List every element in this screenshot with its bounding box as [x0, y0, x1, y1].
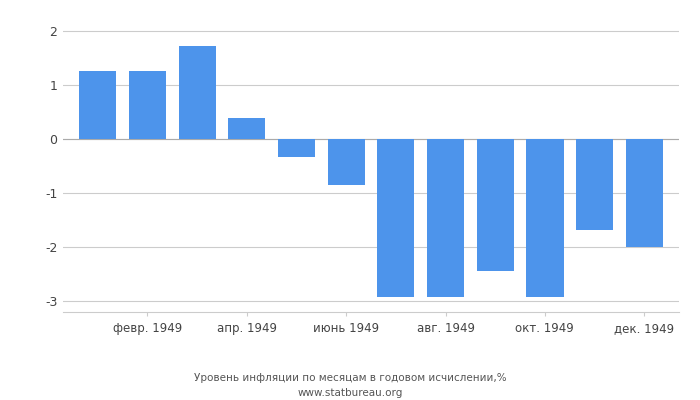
Bar — [328, 139, 365, 185]
Bar — [178, 46, 216, 139]
Text: Уровень инфляции по месяцам в годовом исчислении,%: Уровень инфляции по месяцам в годовом ис… — [194, 373, 506, 383]
Bar — [427, 139, 464, 298]
Bar — [377, 139, 414, 298]
Bar — [129, 71, 166, 139]
Bar — [79, 71, 116, 139]
Text: www.statbureau.org: www.statbureau.org — [298, 388, 402, 398]
Bar — [228, 118, 265, 139]
Bar — [278, 139, 315, 157]
Bar — [526, 139, 564, 298]
Bar — [626, 139, 663, 247]
Bar — [576, 139, 613, 230]
Bar — [477, 139, 514, 271]
